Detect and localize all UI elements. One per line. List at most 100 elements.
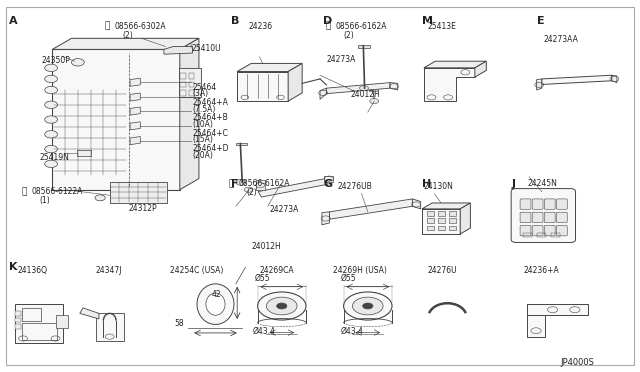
Text: 25419N: 25419N	[40, 153, 70, 162]
Text: 24276U: 24276U	[427, 266, 457, 276]
Polygon shape	[390, 83, 397, 90]
Text: Ø55: Ø55	[341, 273, 356, 282]
Bar	[438, 225, 445, 230]
Circle shape	[45, 86, 58, 94]
Text: H: H	[422, 179, 431, 189]
Circle shape	[257, 292, 306, 320]
Text: 25464+D: 25464+D	[193, 144, 229, 153]
Polygon shape	[460, 203, 470, 234]
Polygon shape	[537, 79, 541, 90]
Text: 24350P: 24350P	[42, 56, 70, 65]
Polygon shape	[130, 93, 140, 101]
Circle shape	[72, 59, 84, 66]
Text: (1): (1)	[40, 196, 51, 205]
Bar	[449, 211, 456, 215]
Text: 24269H (USA): 24269H (USA)	[333, 266, 387, 276]
Text: 24269CA: 24269CA	[259, 266, 294, 276]
Polygon shape	[237, 63, 302, 71]
Text: 24254C (USA): 24254C (USA)	[170, 266, 223, 276]
Polygon shape	[322, 212, 330, 225]
Polygon shape	[326, 83, 390, 94]
FancyBboxPatch shape	[532, 225, 543, 236]
Bar	[449, 225, 456, 230]
FancyBboxPatch shape	[520, 212, 531, 222]
Text: 24236: 24236	[248, 22, 273, 31]
Bar	[56, 315, 68, 328]
FancyBboxPatch shape	[556, 199, 567, 209]
Text: 08566-6302A: 08566-6302A	[115, 22, 166, 31]
Polygon shape	[130, 137, 140, 145]
Text: J: J	[511, 179, 515, 189]
Polygon shape	[180, 38, 199, 190]
Circle shape	[344, 292, 392, 320]
Polygon shape	[52, 38, 199, 49]
Text: Ⓢ: Ⓢ	[326, 22, 331, 31]
Bar	[369, 89, 377, 92]
Text: G: G	[323, 179, 332, 189]
Bar	[109, 182, 167, 203]
Text: (15A): (15A)	[193, 135, 213, 144]
Bar	[523, 233, 532, 237]
Ellipse shape	[197, 284, 234, 324]
Polygon shape	[130, 122, 140, 130]
FancyBboxPatch shape	[544, 199, 555, 209]
Text: 08566-6122A: 08566-6122A	[32, 187, 83, 196]
Text: 24273A: 24273A	[269, 205, 298, 214]
Circle shape	[236, 179, 246, 185]
Circle shape	[45, 160, 58, 167]
Polygon shape	[130, 107, 140, 115]
Text: Ø43.4: Ø43.4	[341, 327, 364, 336]
Circle shape	[266, 297, 297, 315]
Bar	[180, 81, 186, 87]
Text: 24276UB: 24276UB	[338, 182, 372, 191]
Bar	[422, 209, 460, 234]
Bar	[537, 233, 546, 237]
Polygon shape	[320, 88, 326, 99]
Bar	[180, 90, 186, 96]
Bar	[179, 68, 201, 97]
FancyBboxPatch shape	[532, 212, 543, 222]
Text: (10A): (10A)	[193, 120, 213, 129]
Polygon shape	[541, 75, 612, 84]
Text: 24012H: 24012H	[252, 242, 282, 251]
Text: 24245N: 24245N	[527, 179, 557, 188]
Bar	[96, 313, 124, 341]
Polygon shape	[424, 68, 475, 101]
Bar	[15, 311, 20, 315]
Bar	[189, 73, 195, 79]
Text: 25464+C: 25464+C	[193, 129, 228, 138]
Polygon shape	[130, 78, 140, 86]
Text: D: D	[323, 16, 332, 26]
Text: (7.5A): (7.5A)	[193, 105, 216, 114]
Polygon shape	[612, 75, 617, 83]
Ellipse shape	[206, 293, 225, 315]
Circle shape	[45, 75, 58, 83]
Text: (2): (2)	[344, 31, 355, 40]
Bar	[189, 90, 195, 96]
Circle shape	[244, 187, 253, 192]
Bar	[15, 318, 20, 322]
Text: Ⓢ: Ⓢ	[104, 22, 110, 31]
Text: 24012H: 24012H	[351, 90, 380, 99]
Polygon shape	[80, 308, 99, 319]
Bar	[15, 304, 63, 343]
Bar	[438, 211, 445, 215]
Bar	[77, 150, 91, 156]
Text: 24273A: 24273A	[326, 55, 356, 64]
Text: 24347J: 24347J	[96, 266, 122, 276]
Bar	[22, 323, 57, 340]
Text: 25464+A: 25464+A	[193, 98, 228, 107]
Bar	[527, 304, 588, 315]
Bar	[237, 71, 288, 101]
Text: 24236+A: 24236+A	[524, 266, 559, 276]
Polygon shape	[424, 61, 486, 68]
Text: (20A): (20A)	[193, 151, 213, 160]
Text: 08566-6162A: 08566-6162A	[239, 179, 290, 188]
Circle shape	[360, 86, 369, 91]
Text: B: B	[231, 16, 239, 26]
Text: Ø55: Ø55	[255, 273, 271, 282]
Text: F: F	[231, 179, 238, 189]
Text: 25464+B: 25464+B	[193, 113, 228, 122]
Text: 42: 42	[212, 290, 221, 299]
Bar	[15, 324, 20, 329]
